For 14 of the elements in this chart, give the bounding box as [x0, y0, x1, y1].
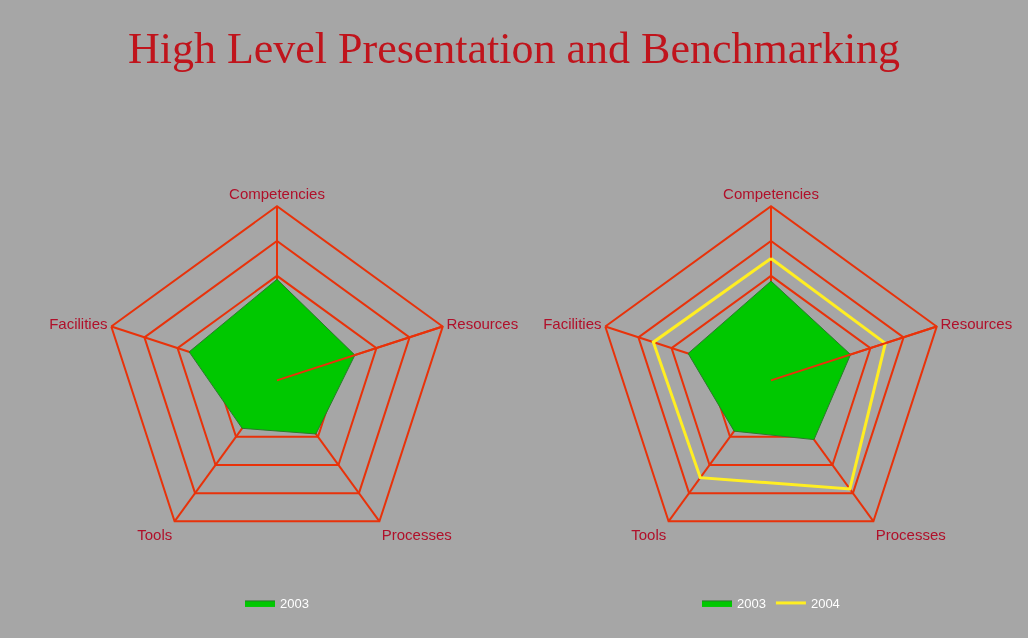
chart-title: High Level Presentation and Benchmarking [127, 23, 901, 73]
spoke-label: Tools [137, 525, 173, 543]
spoke-label: Competencies [723, 185, 819, 203]
spoke-label: Tools [631, 525, 667, 543]
spoke-label: Processes [875, 525, 946, 543]
legend-label: 2003 [280, 596, 309, 612]
spoke-label: Resources [940, 315, 1013, 333]
legend-label: 2004 [810, 596, 840, 612]
spoke-label: Competencies [229, 185, 325, 203]
spoke-label: Facilities [543, 315, 602, 333]
legend-label: 2003 [737, 596, 766, 612]
spoke-label: Resources [446, 315, 519, 333]
spoke-label: Facilities [49, 315, 108, 333]
spoke-label: Processes [381, 525, 452, 543]
